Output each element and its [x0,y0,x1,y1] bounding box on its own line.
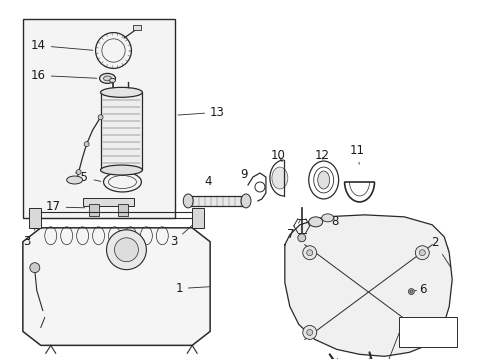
Ellipse shape [101,165,142,175]
Ellipse shape [183,194,193,208]
Circle shape [409,290,412,293]
Bar [101,92,142,170]
Ellipse shape [241,194,250,208]
Circle shape [414,246,428,260]
Circle shape [297,234,305,242]
Bar [88,204,99,216]
Text: 11: 11 [349,144,365,164]
Circle shape [114,238,138,262]
Circle shape [302,246,316,260]
Circle shape [419,329,425,336]
Text: 10: 10 [270,149,285,162]
Text: 3: 3 [170,222,196,248]
Ellipse shape [101,87,142,97]
Ellipse shape [100,73,115,84]
Bar [399,318,456,347]
Circle shape [414,325,428,339]
Ellipse shape [317,171,329,189]
Polygon shape [285,215,451,356]
Ellipse shape [308,217,322,227]
Text: 7: 7 [287,220,300,241]
Circle shape [98,115,103,120]
Text: 6: 6 [413,283,426,296]
Text: 4: 4 [204,175,211,189]
Circle shape [106,230,146,270]
Bar [118,204,128,216]
Text: 3: 3 [23,222,39,248]
Circle shape [30,263,40,273]
Text: 5: 5 [425,326,432,339]
Bar [82,198,134,206]
Circle shape [419,250,425,256]
Circle shape [306,329,312,336]
Text: 13: 13 [178,106,224,119]
Circle shape [306,250,312,256]
Ellipse shape [321,214,333,222]
Circle shape [84,141,89,147]
Ellipse shape [66,176,82,184]
Text: 9: 9 [240,167,247,180]
Text: 15: 15 [74,171,101,184]
Polygon shape [23,228,210,345]
Bar [23,19,175,218]
Text: 1: 1 [175,282,209,295]
Bar [188,196,245,206]
Text: 2: 2 [430,236,450,267]
Text: 12: 12 [314,149,328,162]
Circle shape [76,170,81,175]
Bar [29,208,41,228]
Ellipse shape [103,76,111,81]
Text: 14: 14 [31,39,93,52]
Text: 16: 16 [31,69,97,82]
Text: 17: 17 [45,201,84,213]
Ellipse shape [109,78,115,82]
Ellipse shape [271,167,287,189]
Text: 8: 8 [330,215,338,228]
Circle shape [407,289,413,294]
Bar [133,24,141,30]
Bar [192,208,203,228]
Circle shape [302,325,316,339]
